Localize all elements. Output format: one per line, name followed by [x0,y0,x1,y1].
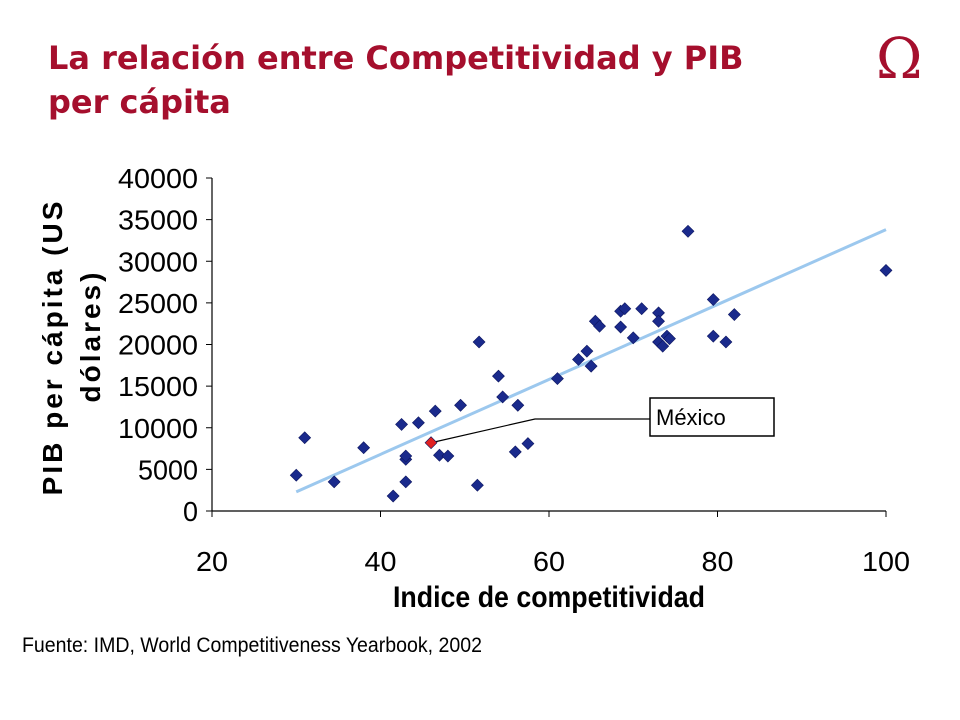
y-tick-label: 30000 [118,246,198,277]
y-tick-label: 35000 [118,205,198,236]
data-point [879,263,893,277]
x-tick-label: 40 [365,546,397,577]
slide-title-line-2: per cápita [48,83,231,121]
data-point-mexico [424,436,438,450]
data-point [441,449,455,463]
data-point [428,404,442,418]
data-point [386,489,400,503]
data-point [399,475,413,489]
y-tick-label: 0 [183,496,198,527]
data-point [454,398,467,412]
x-tick-label: 60 [533,546,565,577]
y-tick-label: 25000 [118,288,198,319]
data-point [399,449,413,463]
data-point [521,437,535,450]
y-tick-label: 15000 [118,371,198,402]
y-tick-label: 10000 [118,413,198,444]
data-point [298,431,312,445]
data-point [626,331,640,345]
annotation-label: México [656,405,726,430]
data-point [663,332,676,346]
data-point [614,320,628,334]
data-point [327,475,341,489]
data-point [656,339,670,353]
data-point [551,372,564,386]
y-tick-label: 40000 [118,163,198,194]
data-point [706,329,720,343]
omega-logo-icon: Ω [876,27,923,92]
data-point [508,445,522,459]
data-point [719,335,733,349]
y-tick-label: 5000 [138,454,198,485]
x-tick-label: 20 [196,546,228,577]
data-point [470,478,484,492]
data-point [727,308,741,321]
source-note: Fuente: IMD, World Competitiveness Yearb… [22,634,482,657]
data-point [433,448,446,462]
annotation-box [649,397,775,437]
x-axis-title: Indice de competitividad [393,581,705,614]
data-point [635,302,649,316]
slide-title-line-1: La relación entre Competitividad y PIB [48,39,744,77]
slide-title: La relación entre Competitividad y PIB p… [48,36,848,124]
data-point [681,224,695,238]
data-point [618,302,632,316]
y-axis-title-line-1: PIB per cápita (US [37,199,68,496]
data-point [511,398,525,412]
data-point [584,359,598,373]
data-point [706,293,720,306]
data-point [492,369,505,383]
y-axis-title-line-2: dólares) [75,270,106,403]
data-point [411,416,425,430]
y-tick-label: 20000 [118,330,198,361]
data-point [472,335,486,349]
x-tick-label: 80 [702,546,734,577]
x-tick-label: 100 [862,546,910,577]
data-point [496,390,510,404]
data-point [357,441,371,455]
data-point [395,417,408,431]
data-point [593,319,606,333]
data-point [572,353,585,366]
data-point [580,344,594,358]
data-point [652,314,665,328]
annotation-leader-line [430,418,650,444]
data-point [289,468,303,482]
